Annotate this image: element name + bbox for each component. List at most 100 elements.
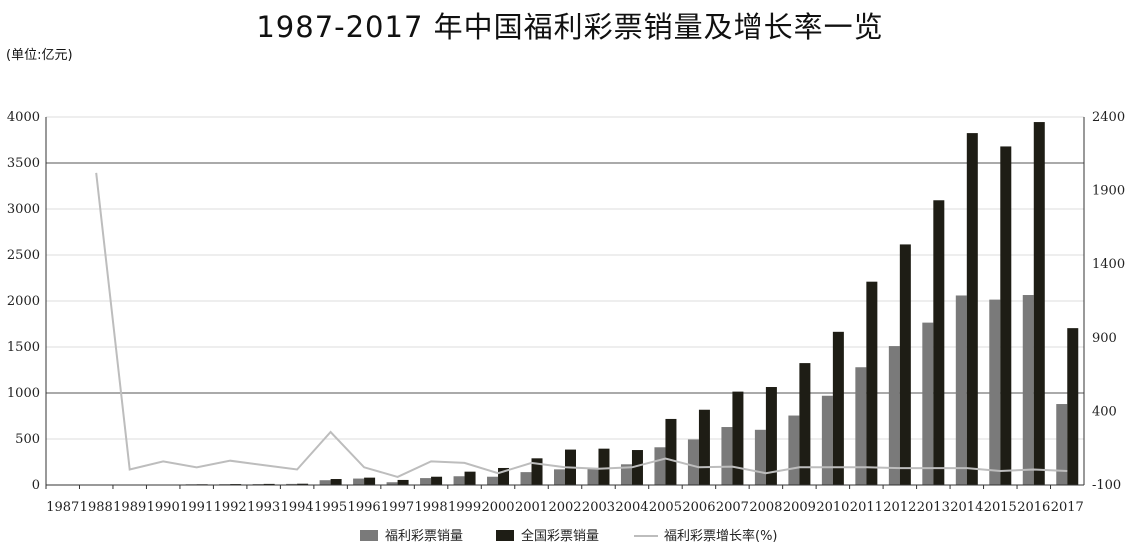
bar-welfare	[654, 447, 666, 485]
y-tick-label: 1000	[7, 386, 40, 401]
y-tick-label: 0	[32, 478, 40, 493]
y2-tick-label: 1900	[1092, 184, 1125, 199]
y2-tick-label: 900	[1092, 331, 1117, 346]
x-tick-label: 1987	[46, 500, 79, 515]
bar-welfare	[554, 469, 565, 485]
y-tick-label: 2000	[7, 294, 40, 309]
bar-welfare	[754, 429, 766, 485]
x-tick-label: 1995	[314, 500, 347, 515]
bar-welfare	[520, 472, 532, 485]
bar-national	[464, 471, 476, 485]
bar-national	[1067, 328, 1079, 485]
x-tick-label: 2015	[984, 500, 1017, 515]
line-layer	[95, 172, 1068, 478]
x-tick-label: 1999	[448, 500, 481, 515]
x-tick-label: 2003	[582, 500, 615, 515]
bar-welfare	[855, 367, 867, 485]
bar-national	[1000, 146, 1012, 485]
x-tick-label: 2002	[548, 500, 581, 515]
bar-national	[631, 450, 643, 485]
x-tick-label: 2008	[749, 500, 782, 515]
bar-welfare	[888, 346, 900, 485]
y2-tick-label: 2400	[1092, 110, 1125, 125]
bar-welfare	[1022, 295, 1034, 485]
y-tick-label: 2500	[7, 248, 40, 263]
x-tick-label: 2011	[850, 500, 883, 515]
bar-national	[598, 448, 610, 485]
x-tick-label: 2012	[883, 500, 916, 515]
y-tick-label: 3500	[7, 156, 40, 171]
y2-tick-label: 400	[1092, 404, 1117, 419]
bar-national	[1033, 122, 1045, 485]
bar-welfare	[620, 464, 632, 485]
y-tick-label: 3000	[7, 202, 40, 217]
bar-welfare	[955, 295, 967, 485]
bar-national	[330, 479, 342, 485]
bar-welfare	[420, 478, 432, 485]
x-tick-label: 1992	[214, 500, 247, 515]
bar-national	[732, 391, 744, 485]
bar-welfare	[788, 415, 800, 485]
x-tick-label: 2017	[1051, 500, 1084, 515]
x-tick-label: 2013	[917, 500, 950, 515]
axes: 0 500 1000 1500 2000 2500 3000 3500 4000 -100 400 9…	[7, 110, 1125, 515]
x-tick-label: 2005	[649, 500, 682, 515]
x-tick-label: 1988	[80, 500, 113, 515]
bar-national	[665, 418, 677, 485]
y2-tick-label: 1400	[1092, 257, 1125, 272]
bar-welfare	[587, 467, 599, 485]
bar-national	[431, 476, 443, 485]
x-tick-label: 2000	[481, 500, 514, 515]
bar-welfare	[453, 476, 465, 485]
y-tick-label: 500	[15, 432, 40, 447]
x-tick-label: 1990	[147, 500, 180, 515]
legend-label-welfare: 福利彩票销量	[385, 529, 463, 544]
x-tick-label: 2014	[950, 500, 983, 515]
legend: 福利彩票销量 全国彩票销量 福利彩票增长率(%)	[360, 528, 778, 544]
bar-welfare	[821, 395, 833, 485]
legend-swatch-welfare	[360, 530, 378, 541]
x-tick-label: 1996	[348, 500, 381, 515]
bar-welfare	[286, 483, 298, 485]
x-tick-label: 2006	[682, 500, 715, 515]
bar-national	[966, 133, 978, 485]
x-tick-label: 2009	[783, 500, 816, 515]
x-tick-label: 1994	[281, 500, 314, 515]
bar-national	[263, 483, 275, 485]
bar-welfare	[989, 299, 1001, 485]
x-tick-label: 2007	[716, 500, 749, 515]
bar-national	[899, 244, 911, 485]
bar-welfare	[687, 439, 699, 485]
bar-welfare	[922, 322, 934, 485]
bar-national	[933, 200, 945, 485]
bar-welfare	[386, 482, 398, 485]
growth-line	[95, 172, 1068, 478]
bar-national	[698, 409, 710, 485]
y-tick-label: 1500	[7, 340, 40, 355]
chart-title: 1987-2017 年中国福利彩票销量及增长率一览	[256, 10, 884, 44]
x-tick-label: 2001	[515, 500, 548, 515]
bar-welfare	[353, 478, 365, 485]
bar-layer	[51, 122, 1079, 485]
bar-national	[498, 467, 510, 485]
bar-national	[799, 363, 811, 485]
x-tick-label: 1997	[381, 500, 414, 515]
y-tick-label: 4000	[7, 110, 40, 125]
x-tick-label: 2016	[1017, 500, 1050, 515]
legend-label-national: 全国彩票销量	[521, 528, 599, 544]
x-tick-label: 2010	[816, 500, 849, 515]
bar-welfare	[487, 476, 499, 485]
bar-national	[364, 477, 376, 485]
bar-welfare	[721, 427, 733, 485]
bar-welfare	[1056, 404, 1068, 485]
legend-swatch-national	[496, 530, 514, 541]
x-tick-label: 1991	[180, 500, 213, 515]
unit-label: (单位:亿元)	[6, 48, 73, 63]
bar-national	[531, 458, 543, 485]
bar-national	[397, 479, 409, 485]
x-tick-label: 2004	[615, 500, 648, 515]
x-tick-label: 1998	[415, 500, 448, 515]
bar-national	[765, 387, 777, 485]
bar-national	[866, 281, 878, 485]
